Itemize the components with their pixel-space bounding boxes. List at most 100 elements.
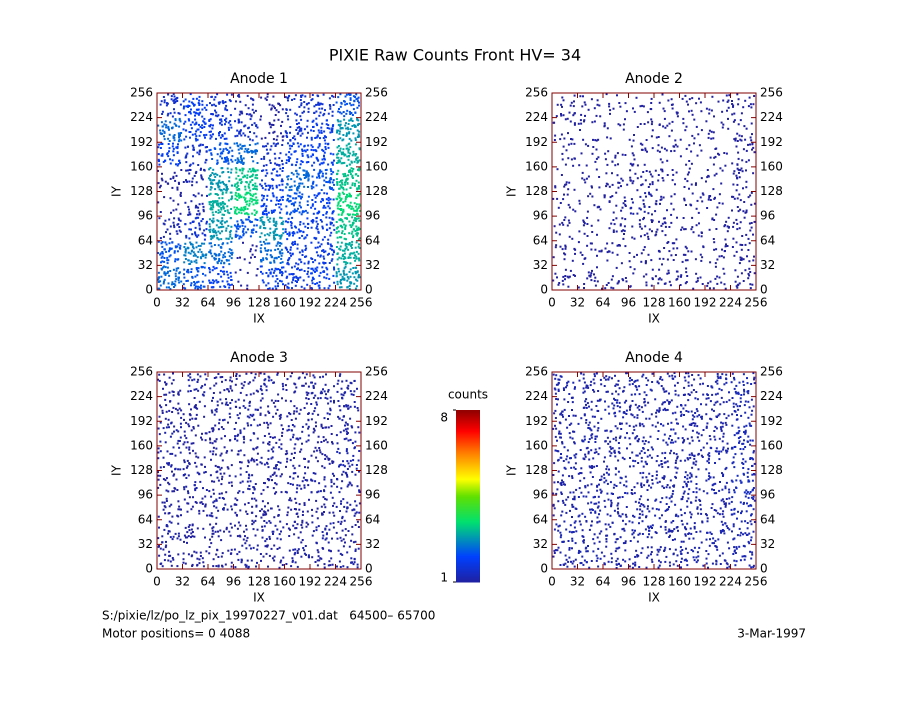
pixel — [604, 287, 607, 290]
pixel — [293, 405, 296, 408]
pixel — [170, 211, 172, 214]
pixel — [651, 183, 654, 186]
pixel — [160, 261, 162, 264]
pixel — [315, 269, 318, 272]
pixel — [593, 204, 596, 207]
pixel — [327, 124, 330, 127]
pixel — [584, 103, 587, 106]
pixel — [185, 477, 188, 479]
pixel — [317, 146, 320, 149]
pixel — [346, 279, 349, 282]
pixel — [685, 163, 688, 166]
pixel — [275, 109, 278, 112]
pixel — [212, 168, 215, 171]
pixel — [310, 138, 313, 141]
pixel — [229, 385, 232, 388]
pixel — [660, 278, 663, 281]
pixel — [612, 231, 615, 233]
pixel — [251, 98, 254, 101]
pixel — [186, 152, 189, 155]
pixel — [289, 246, 292, 249]
pixel — [685, 147, 688, 150]
pixel — [276, 242, 279, 245]
pixel — [744, 99, 747, 102]
pixel — [195, 122, 198, 125]
pixel — [337, 415, 340, 418]
pixel — [157, 471, 159, 474]
pixel — [265, 169, 268, 172]
pixel — [225, 189, 228, 192]
pixel — [215, 182, 218, 185]
pixel — [288, 412, 291, 415]
pixel — [564, 275, 567, 277]
pixel — [198, 95, 201, 98]
pixel — [244, 193, 247, 196]
pixel — [213, 257, 216, 260]
pixel — [167, 112, 170, 115]
pixel — [186, 502, 189, 505]
pixel — [604, 247, 607, 250]
pixel — [307, 385, 310, 388]
pixel — [324, 383, 327, 386]
pixel — [241, 220, 244, 223]
pixel — [568, 111, 571, 114]
pixel — [326, 268, 329, 271]
pixel — [274, 492, 276, 495]
pixel — [198, 103, 201, 105]
pixel — [344, 428, 347, 431]
pixel — [220, 437, 223, 440]
pixel — [231, 484, 233, 487]
pixel — [236, 499, 239, 502]
pixel — [163, 278, 166, 281]
pixel — [187, 205, 190, 208]
pixel — [173, 171, 176, 174]
pixel — [577, 122, 580, 125]
pixel — [349, 262, 352, 265]
pixel — [274, 114, 277, 116]
pixel — [348, 131, 351, 134]
pixel — [347, 148, 350, 151]
pixel — [240, 134, 243, 137]
pixel — [329, 223, 332, 226]
pixel — [287, 250, 290, 253]
pixel — [285, 159, 288, 162]
pixel — [328, 227, 331, 230]
pixel — [297, 267, 299, 270]
pixel — [203, 238, 206, 241]
pixel — [287, 506, 290, 509]
pixel — [162, 427, 165, 430]
pixel — [275, 441, 278, 444]
pixel — [320, 423, 323, 426]
pixel — [168, 274, 171, 277]
pixel — [314, 270, 316, 273]
pixel — [741, 170, 744, 173]
pixel — [218, 175, 221, 178]
pixel — [590, 224, 593, 227]
pixel — [253, 224, 256, 227]
pixel — [218, 496, 221, 499]
pixel — [341, 179, 344, 182]
pixel — [243, 196, 245, 199]
pixel — [222, 148, 225, 151]
pixel — [287, 118, 290, 121]
pixel — [344, 244, 347, 247]
pixel — [711, 95, 714, 98]
pixel — [672, 208, 675, 211]
pixel — [312, 130, 315, 132]
pixel — [254, 109, 257, 112]
pixel — [323, 466, 326, 469]
pixel — [304, 209, 307, 212]
pixel — [341, 278, 344, 281]
pixel — [610, 222, 613, 225]
pixel — [172, 142, 174, 145]
pixel — [238, 168, 241, 171]
pixel — [265, 238, 268, 241]
pixel — [261, 392, 264, 395]
pixel — [286, 233, 289, 235]
pixel — [164, 441, 167, 444]
pixel — [184, 258, 187, 260]
heatmap-cells — [157, 93, 361, 290]
pixel — [666, 124, 669, 127]
pixel — [226, 157, 229, 160]
pixel — [346, 286, 349, 289]
